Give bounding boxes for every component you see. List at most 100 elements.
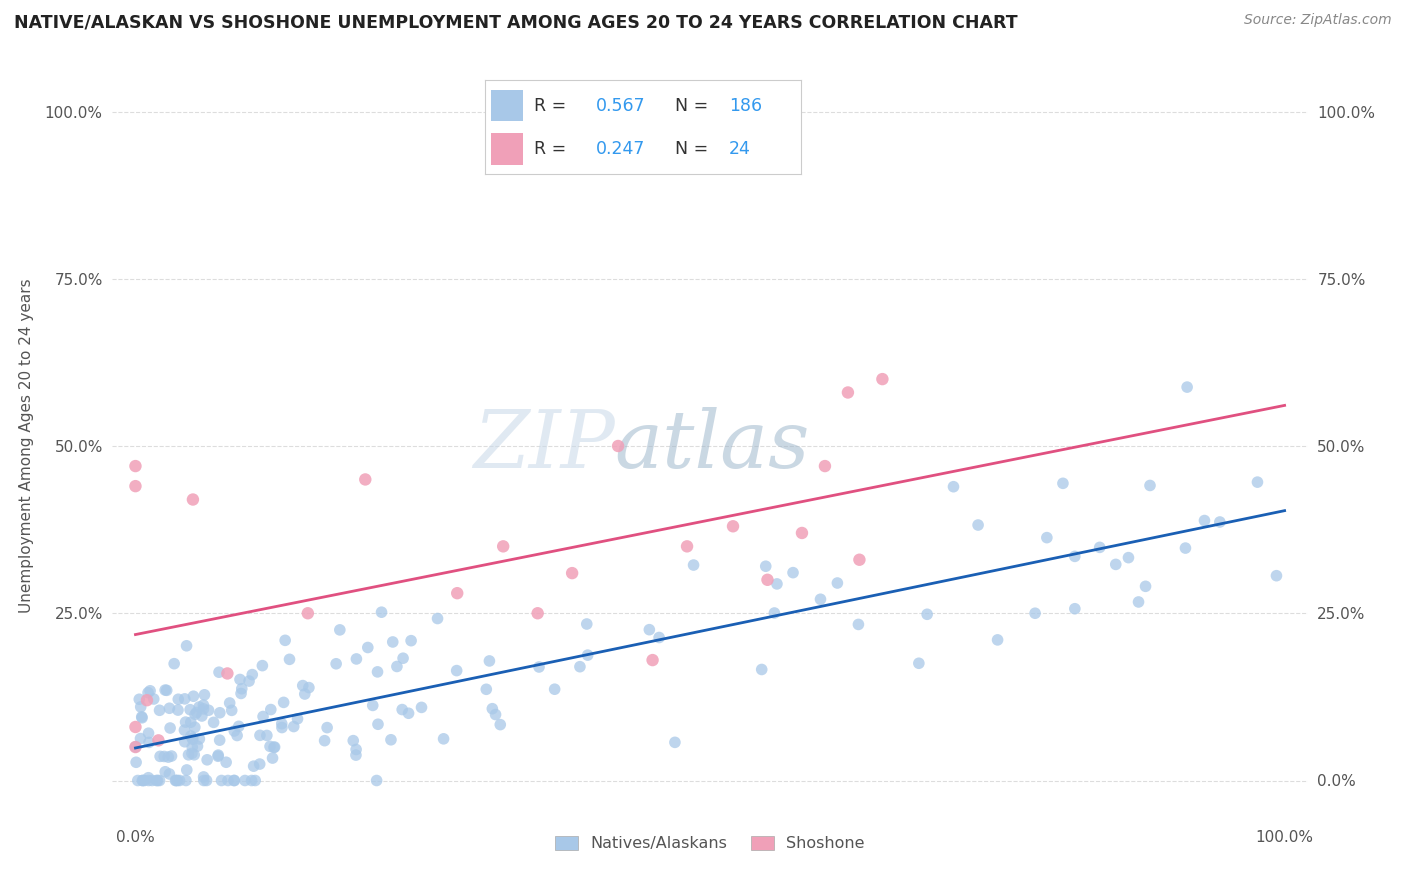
Point (153, 683, 176, 698)
Point (478, 654, 501, 668)
Point (342, 733, 364, 747)
Point (489, 717, 512, 731)
Y-axis label: Unemployment Among Ages 20 to 24 years: Unemployment Among Ages 20 to 24 years (18, 278, 34, 614)
Point (367, 665, 389, 679)
Point (1024, 606, 1046, 620)
Point (256, 728, 278, 742)
Point (224, 773, 246, 788)
Point (391, 702, 413, 716)
Point (325, 657, 347, 671)
Point (664, 735, 686, 749)
Point (180, 729, 202, 743)
Point (224, 723, 246, 738)
Point (837, 385, 859, 400)
Point (155, 764, 177, 779)
Point (411, 700, 433, 714)
Point (165, 773, 187, 788)
Point (233, 773, 256, 788)
Point (392, 651, 415, 665)
Point (543, 682, 565, 697)
Text: 24: 24 (728, 140, 751, 158)
Point (370, 605, 392, 619)
Point (568, 659, 591, 673)
Point (766, 577, 789, 591)
Point (184, 720, 207, 734)
Point (193, 698, 215, 712)
Point (782, 566, 804, 580)
Point (1246, 475, 1268, 490)
Point (492, 539, 515, 553)
Point (181, 747, 204, 761)
Bar (492, 133, 523, 164)
Point (755, 559, 778, 574)
Point (195, 773, 218, 788)
Point (607, 439, 630, 453)
Point (193, 770, 215, 784)
Point (381, 635, 404, 649)
Point (1209, 515, 1232, 529)
Point (208, 665, 231, 680)
Point (146, 773, 169, 788)
Point (134, 773, 156, 788)
Point (252, 658, 274, 673)
Point (1135, 579, 1157, 593)
Point (131, 773, 153, 788)
Point (291, 679, 314, 693)
Point (240, 773, 263, 788)
Point (682, 558, 704, 572)
Point (287, 712, 309, 726)
Point (1174, 541, 1197, 555)
Point (249, 728, 271, 742)
Point (262, 751, 284, 765)
Point (270, 716, 292, 731)
Point (249, 757, 271, 772)
Point (215, 756, 238, 770)
Point (211, 773, 233, 788)
Point (207, 748, 229, 763)
Point (202, 715, 225, 730)
Point (128, 692, 150, 706)
Point (354, 473, 377, 487)
Text: N =: N = (675, 140, 714, 158)
Point (399, 633, 422, 648)
Point (576, 648, 599, 662)
Point (274, 633, 297, 648)
Point (138, 735, 160, 749)
Point (174, 715, 197, 730)
Point (183, 690, 205, 704)
Point (756, 573, 779, 587)
Point (481, 701, 503, 715)
Point (169, 773, 191, 788)
Point (132, 773, 155, 788)
Point (1105, 558, 1128, 572)
Point (139, 683, 162, 698)
Point (1128, 595, 1150, 609)
Point (174, 773, 197, 788)
Point (156, 683, 179, 698)
Point (186, 739, 208, 754)
Point (173, 691, 195, 706)
Point (526, 607, 548, 621)
Point (124, 740, 146, 755)
Point (217, 666, 239, 681)
Point (648, 631, 671, 645)
Point (967, 518, 990, 533)
Text: R =: R = (534, 140, 572, 158)
Point (208, 733, 231, 747)
Point (827, 576, 849, 591)
Point (446, 664, 468, 678)
Text: NATIVE/ALASKAN VS SHOSHONE UNEMPLOYMENT AMONG AGES 20 TO 24 YEARS CORRELATION CH: NATIVE/ALASKAN VS SHOSHONE UNEMPLOYMENT … (14, 13, 1018, 31)
Point (179, 703, 201, 717)
Point (127, 773, 149, 788)
Point (271, 721, 294, 735)
Point (245, 773, 267, 788)
Point (124, 720, 146, 734)
Point (124, 479, 146, 493)
Point (1052, 476, 1074, 491)
Point (138, 771, 160, 785)
Point (721, 519, 744, 533)
Point (1063, 601, 1085, 615)
Point (263, 740, 285, 755)
Point (242, 759, 264, 773)
Point (173, 735, 195, 749)
